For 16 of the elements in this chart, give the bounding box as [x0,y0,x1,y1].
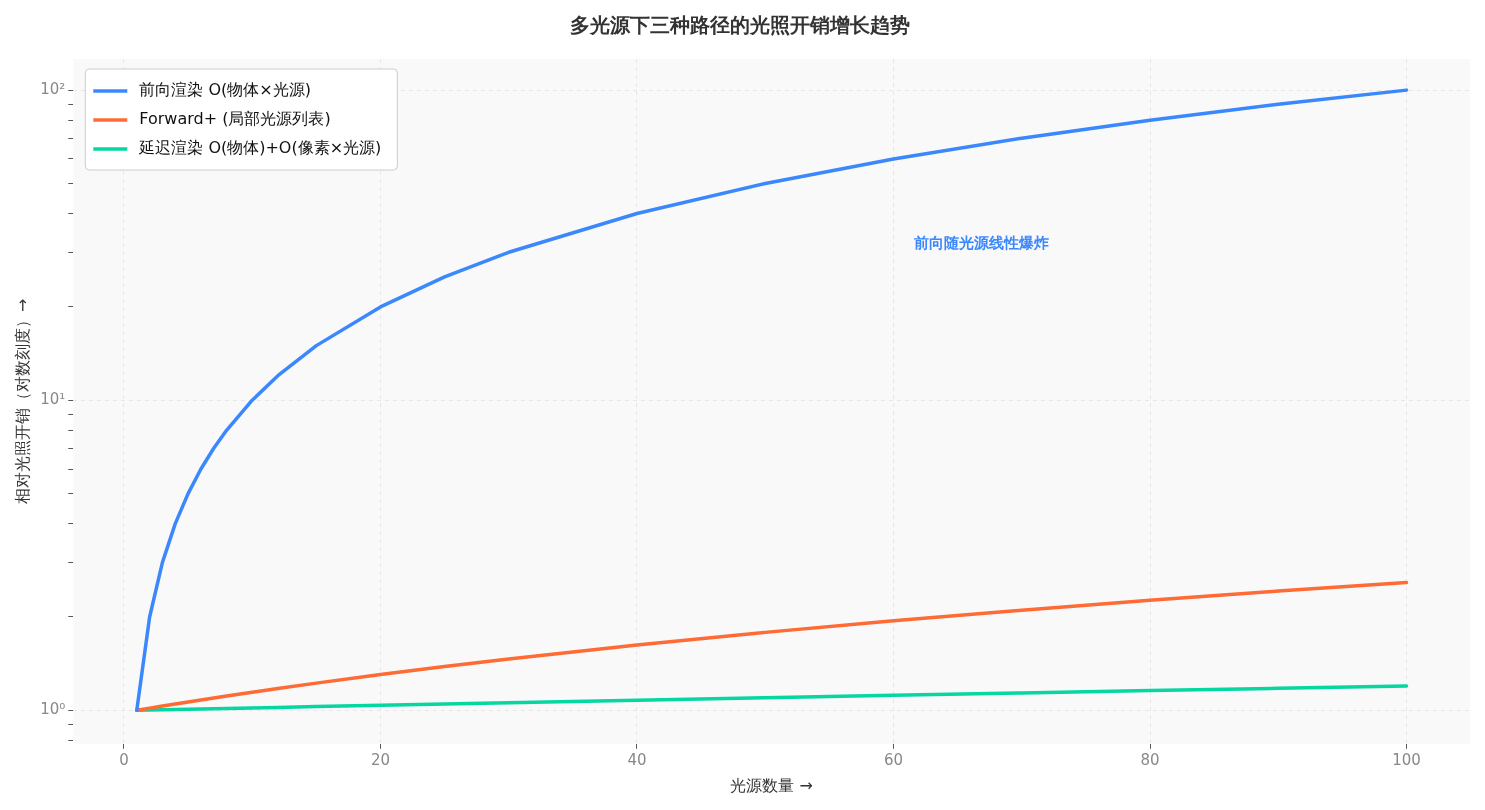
legend-label: 延迟渲染 O(物体)+O(像素×光源) [138,138,382,158]
y-tick-label: 10⁰ [40,700,66,719]
y-tick-label: 10² [40,80,66,99]
legend-label: 前向渲染 O(物体×光源) [139,80,311,100]
annotation: 前向随光源线性爆炸 [912,233,1049,252]
x-tick-label: 60 [883,750,904,769]
x-axis-title: 光源数量 → [730,775,813,795]
x-tick-label: 80 [1140,750,1160,769]
chart-title: 多光源下三种路径的光照开销增长趋势 [570,13,910,38]
y-axis-title: 相对光照开销（对数刻度）→ [12,298,32,505]
y-tick-label: 10¹ [40,390,66,409]
x-tick-label: 0 [119,750,129,769]
x-tick-label: 20 [370,750,391,769]
x-tick-label: 100 [1392,750,1421,769]
x-tick-label: 40 [627,750,647,769]
legend-label: Forward+ (局部光源列表) [139,109,331,129]
